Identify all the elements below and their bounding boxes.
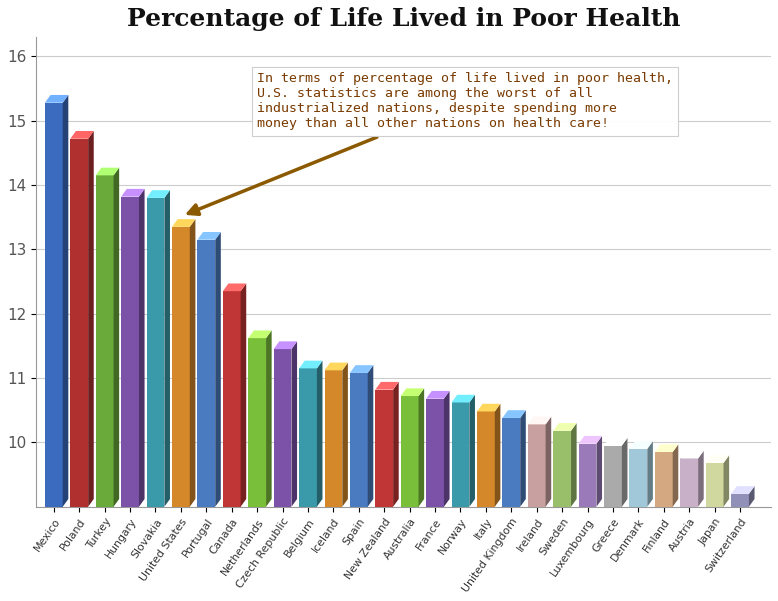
- Polygon shape: [579, 444, 597, 507]
- Polygon shape: [426, 398, 444, 507]
- Polygon shape: [96, 175, 114, 507]
- Polygon shape: [121, 197, 139, 507]
- Polygon shape: [216, 232, 221, 507]
- Polygon shape: [45, 95, 68, 103]
- Polygon shape: [553, 423, 576, 431]
- Polygon shape: [571, 423, 576, 507]
- Polygon shape: [622, 438, 628, 507]
- Polygon shape: [70, 139, 88, 507]
- Polygon shape: [375, 389, 393, 507]
- Polygon shape: [223, 284, 246, 291]
- Polygon shape: [324, 370, 342, 507]
- Polygon shape: [146, 198, 164, 507]
- Polygon shape: [698, 451, 704, 507]
- Polygon shape: [223, 291, 240, 507]
- Polygon shape: [527, 424, 545, 507]
- Polygon shape: [274, 341, 297, 349]
- Polygon shape: [317, 361, 322, 507]
- Polygon shape: [350, 365, 373, 373]
- Polygon shape: [749, 486, 755, 507]
- Polygon shape: [164, 190, 170, 507]
- Polygon shape: [629, 449, 647, 507]
- Polygon shape: [324, 362, 348, 370]
- Polygon shape: [520, 410, 526, 507]
- Polygon shape: [706, 463, 724, 507]
- Title: Percentage of Life Lived in Poor Health: Percentage of Life Lived in Poor Health: [127, 7, 680, 31]
- Polygon shape: [172, 219, 195, 227]
- Polygon shape: [96, 168, 119, 175]
- Polygon shape: [426, 391, 450, 398]
- Polygon shape: [248, 331, 272, 338]
- Polygon shape: [477, 412, 495, 507]
- Polygon shape: [647, 441, 653, 507]
- Polygon shape: [393, 382, 398, 507]
- Polygon shape: [527, 416, 551, 424]
- Polygon shape: [655, 452, 673, 507]
- Polygon shape: [190, 219, 195, 507]
- Polygon shape: [451, 403, 469, 507]
- Polygon shape: [299, 368, 317, 507]
- Polygon shape: [299, 361, 322, 368]
- Polygon shape: [731, 494, 749, 507]
- Polygon shape: [248, 338, 266, 507]
- Polygon shape: [401, 396, 419, 507]
- Polygon shape: [553, 431, 571, 507]
- Polygon shape: [629, 441, 653, 449]
- Polygon shape: [198, 232, 221, 240]
- Polygon shape: [139, 189, 145, 507]
- Polygon shape: [597, 436, 602, 507]
- Polygon shape: [114, 168, 119, 507]
- Polygon shape: [401, 388, 424, 396]
- Polygon shape: [451, 395, 475, 403]
- Polygon shape: [680, 451, 704, 459]
- Polygon shape: [240, 284, 246, 507]
- Polygon shape: [419, 388, 424, 507]
- Polygon shape: [469, 395, 475, 507]
- Polygon shape: [706, 455, 729, 463]
- Polygon shape: [63, 95, 68, 507]
- Polygon shape: [121, 189, 145, 197]
- Polygon shape: [579, 436, 602, 444]
- Polygon shape: [495, 404, 500, 507]
- Polygon shape: [146, 190, 170, 198]
- Polygon shape: [503, 410, 526, 418]
- Polygon shape: [375, 382, 398, 389]
- Polygon shape: [368, 365, 373, 507]
- Polygon shape: [350, 373, 368, 507]
- Polygon shape: [731, 486, 755, 494]
- Polygon shape: [45, 103, 63, 507]
- Polygon shape: [503, 418, 520, 507]
- Polygon shape: [266, 331, 272, 507]
- Polygon shape: [604, 438, 628, 445]
- Polygon shape: [724, 455, 729, 507]
- Polygon shape: [673, 444, 678, 507]
- Polygon shape: [198, 240, 216, 507]
- Polygon shape: [545, 416, 551, 507]
- Text: In terms of percentage of life lived in poor health,
U.S. statistics are among t: In terms of percentage of life lived in …: [188, 73, 673, 215]
- Polygon shape: [172, 227, 190, 507]
- Polygon shape: [655, 444, 678, 452]
- Polygon shape: [477, 404, 500, 412]
- Polygon shape: [604, 445, 622, 507]
- Polygon shape: [292, 341, 297, 507]
- Polygon shape: [274, 349, 292, 507]
- Polygon shape: [680, 459, 698, 507]
- Polygon shape: [70, 131, 93, 139]
- Polygon shape: [342, 362, 348, 507]
- Polygon shape: [88, 131, 93, 507]
- Polygon shape: [444, 391, 450, 507]
